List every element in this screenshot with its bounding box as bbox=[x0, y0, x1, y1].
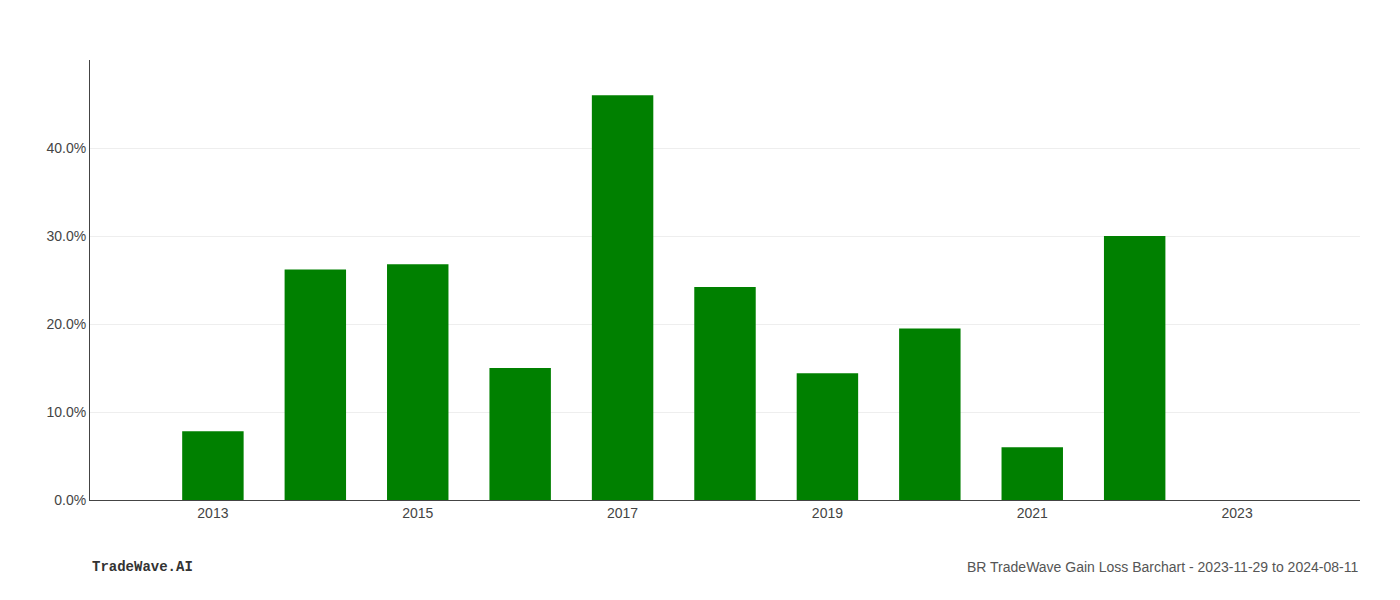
svg-text:10.0%: 10.0% bbox=[46, 404, 86, 420]
svg-text:2015: 2015 bbox=[402, 505, 433, 521]
svg-text:0.0%: 0.0% bbox=[54, 492, 86, 508]
svg-text:2013: 2013 bbox=[197, 505, 228, 521]
svg-text:2023: 2023 bbox=[1222, 505, 1253, 521]
svg-text:2021: 2021 bbox=[1017, 505, 1048, 521]
svg-text:30.0%: 30.0% bbox=[46, 228, 86, 244]
svg-text:TradeWave.AI: TradeWave.AI bbox=[92, 559, 193, 575]
svg-text:2017: 2017 bbox=[607, 505, 638, 521]
svg-text:2019: 2019 bbox=[812, 505, 843, 521]
svg-text:20.0%: 20.0% bbox=[46, 316, 86, 332]
svg-text:BR TradeWave Gain Loss Barchar: BR TradeWave Gain Loss Barchart - 2023-1… bbox=[967, 559, 1358, 575]
svg-text:40.0%: 40.0% bbox=[46, 140, 86, 156]
